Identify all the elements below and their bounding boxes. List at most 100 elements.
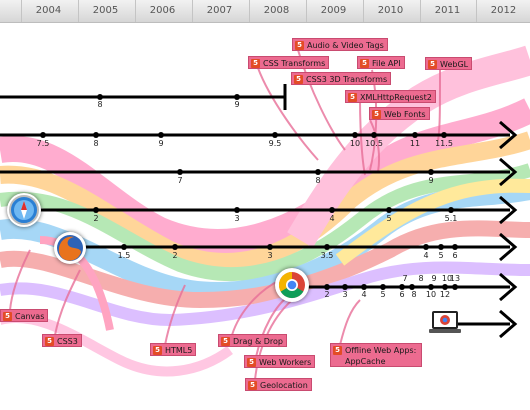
- feature-label: Drag & Drop: [233, 337, 283, 346]
- html5-icon: 5: [3, 312, 12, 321]
- feature-label: CSS3: [57, 337, 78, 346]
- feature-tag-xmlhttprequest2[interactable]: 5 XMLHttpRequest2: [345, 90, 436, 103]
- tick-label: 5: [380, 290, 386, 299]
- chrome-icon[interactable]: [275, 268, 309, 302]
- year-2005: 2005: [78, 0, 132, 22]
- tick-label: 9.5: [268, 139, 282, 148]
- tick-label: 12: [439, 290, 451, 299]
- feature-tag-web-workers[interactable]: 5 Web Workers: [244, 355, 316, 368]
- tick-label: 11.5: [435, 139, 453, 148]
- feature-label: Canvas: [15, 312, 45, 321]
- tick-label: 2: [172, 251, 178, 260]
- tick-label: 10: [441, 274, 453, 283]
- tick-label: 10.5: [365, 139, 383, 148]
- feature-label: Web Fonts: [384, 110, 426, 119]
- tick-label: 5: [386, 214, 392, 223]
- year-2011: 2011: [420, 0, 474, 22]
- html5-icon: 5: [372, 110, 381, 119]
- feature-tag-offline-web-apps[interactable]: 5 Offline Web Apps: AppCache: [330, 343, 422, 367]
- html5-icon: 5: [428, 60, 437, 69]
- chrome-laptop-icon-graphic: [429, 311, 461, 333]
- year-2009: 2009: [306, 0, 360, 22]
- feature-label: HTML5: [165, 346, 193, 355]
- safari-icon[interactable]: [7, 193, 41, 227]
- feature-tag-geolocation[interactable]: 5 Geolocation: [245, 378, 312, 391]
- tick-label: 2: [324, 290, 330, 299]
- tick-label: 7: [402, 274, 408, 283]
- chrome-icon-graphic: [278, 271, 305, 299]
- year-2010: 2010: [363, 0, 417, 22]
- tick-dots: [40, 94, 458, 290]
- html5-icon: 5: [348, 93, 357, 102]
- tick-label: 2: [93, 214, 99, 223]
- feature-label: Geolocation: [260, 381, 308, 390]
- tick-label: 9: [428, 176, 434, 185]
- year-2006: 2006: [135, 0, 189, 22]
- tick-label: 10: [425, 290, 437, 299]
- feature-label: File API: [372, 59, 401, 68]
- feature-tag-canvas[interactable]: 5 Canvas: [0, 309, 49, 322]
- feature-tag-audio-video[interactable]: 5 Audio & Video Tags: [292, 38, 388, 51]
- tick-label: 9: [234, 100, 240, 109]
- tick-label: 3: [342, 290, 348, 299]
- tick-label: 8: [411, 290, 417, 299]
- tick-label: 9: [431, 274, 437, 283]
- feature-tag-css3-3d-transforms[interactable]: 5 CSS3 3D Transforms: [291, 72, 392, 85]
- chrome-laptop-icon[interactable]: [428, 309, 462, 337]
- tick-label: 8: [93, 139, 99, 148]
- feature-tag-file-api[interactable]: 5 File API: [357, 56, 405, 69]
- tick-label: 10: [349, 139, 361, 148]
- feature-label: XMLHttpRequest2: [360, 93, 432, 102]
- feature-tag-html5[interactable]: 5 HTML5: [150, 343, 197, 356]
- feature-tag-css3[interactable]: 5 CSS3: [42, 334, 82, 347]
- feature-label: CSS Transforms: [263, 59, 326, 68]
- html5-icon: 5: [221, 337, 230, 346]
- tick-label: 4: [423, 251, 429, 260]
- feature-tag-drag-drop[interactable]: 5 Drag & Drop: [218, 334, 287, 347]
- feature-tag-web-fonts[interactable]: 5 Web Fonts: [369, 107, 430, 120]
- tick-label: 3: [234, 214, 240, 223]
- tick-label: 7.5: [36, 139, 50, 148]
- safari-icon-graphic: [9, 195, 39, 225]
- tick-label: 8: [97, 100, 103, 109]
- tick-label: 11: [409, 139, 421, 148]
- tick-label: 9: [158, 139, 164, 148]
- html5-icon: 5: [295, 41, 304, 50]
- year-2008: 2008: [249, 0, 303, 22]
- tick-label: 5: [438, 251, 444, 260]
- tick-label: 7: [177, 176, 183, 185]
- html5-icon: 5: [360, 59, 369, 68]
- html5-icon: 5: [333, 346, 342, 355]
- tick-label: 5.1: [444, 214, 458, 223]
- feature-label: Web Workers: [259, 358, 312, 367]
- tick-label: 8: [315, 176, 321, 185]
- tick-label: 8: [418, 274, 424, 283]
- html5-icon: 5: [45, 337, 54, 346]
- feature-label: Audio & Video Tags: [307, 41, 384, 50]
- feature-label: Offline Web Apps: AppCache: [345, 346, 417, 366]
- html5-icon: 5: [153, 346, 162, 355]
- firefox-icon[interactable]: [54, 232, 86, 264]
- html5-icon: 5: [247, 358, 256, 367]
- firefox-icon-graphic: [57, 235, 83, 261]
- tick-label: 13: [449, 274, 461, 283]
- html5-icon: 5: [294, 75, 303, 84]
- feature-tag-webgl[interactable]: 5 WebGL: [425, 57, 473, 70]
- feature-label: WebGL: [440, 60, 469, 69]
- html5-icon: 5: [248, 381, 257, 390]
- tick-label: 3.5: [320, 251, 334, 260]
- tick-label: 6: [399, 290, 405, 299]
- tick-label: 4: [329, 214, 335, 223]
- feature-tag-css-transforms[interactable]: 5 CSS Transforms: [248, 56, 330, 69]
- year-2004: 2004: [21, 0, 75, 22]
- tick-label: 4: [361, 290, 367, 299]
- tick-label: 1.5: [117, 251, 131, 260]
- tick-label: 6: [452, 251, 458, 260]
- year-header: 2004 2005 2006 2007 2008 2009 2010 2011 …: [0, 0, 530, 23]
- feature-label: CSS3 3D Transforms: [306, 75, 388, 84]
- html5-icon: 5: [251, 59, 260, 68]
- year-2007: 2007: [192, 0, 246, 22]
- tick-label: 3: [267, 251, 273, 260]
- year-2012: 2012: [476, 0, 530, 22]
